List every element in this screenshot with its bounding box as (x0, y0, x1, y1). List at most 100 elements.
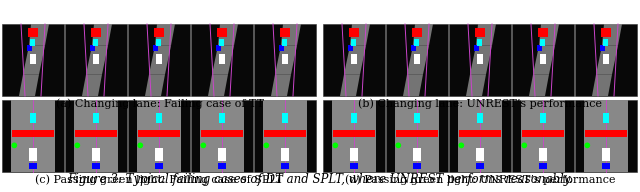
Bar (65, 24, 127, 96)
Bar (29, 163, 37, 169)
Bar (460, 132, 500, 137)
Bar (413, 148, 421, 161)
Bar (522, 130, 564, 135)
Bar (601, 28, 611, 37)
Circle shape (458, 142, 464, 148)
Bar (411, 45, 416, 51)
Polygon shape (275, 46, 297, 74)
Polygon shape (281, 24, 301, 46)
Circle shape (74, 142, 80, 148)
Bar (138, 132, 180, 137)
Bar (458, 100, 502, 172)
Circle shape (396, 142, 401, 148)
Polygon shape (344, 46, 366, 74)
Bar (537, 45, 542, 51)
Bar (396, 132, 438, 137)
Bar (202, 132, 243, 137)
Polygon shape (470, 46, 492, 74)
Bar (575, 24, 637, 96)
Bar (12, 132, 54, 137)
Circle shape (264, 142, 269, 148)
Bar (477, 54, 483, 64)
Bar (477, 39, 482, 46)
Polygon shape (218, 24, 238, 46)
Bar (350, 163, 358, 169)
Polygon shape (466, 74, 486, 96)
Bar (28, 28, 38, 37)
Bar (200, 100, 244, 172)
Circle shape (584, 142, 590, 148)
Bar (280, 28, 290, 37)
Bar (386, 100, 448, 172)
Bar (218, 148, 226, 161)
Bar (414, 113, 420, 123)
Polygon shape (413, 24, 433, 46)
Bar (65, 100, 127, 172)
Bar (586, 130, 627, 135)
Bar (477, 113, 483, 123)
Polygon shape (529, 74, 549, 96)
Bar (218, 163, 226, 169)
Bar (264, 132, 306, 137)
Bar (323, 100, 385, 172)
Bar (128, 100, 190, 172)
Bar (603, 54, 609, 64)
Bar (540, 54, 546, 64)
Text: (c) Passing green light: Failing case of SPLT: (c) Passing green light: Failing case of… (35, 174, 284, 185)
Bar (30, 39, 35, 46)
Bar (90, 45, 95, 51)
Bar (216, 45, 221, 51)
Text: (a) Changing lane: Failing case of TT: (a) Changing lane: Failing case of TT (56, 98, 264, 108)
Bar (414, 39, 419, 46)
Bar (282, 39, 287, 46)
Polygon shape (403, 74, 423, 96)
Bar (74, 100, 118, 172)
Bar (30, 54, 36, 64)
Bar (30, 113, 36, 123)
Bar (474, 45, 479, 51)
Bar (586, 132, 627, 137)
Bar (539, 163, 547, 169)
Bar (412, 28, 422, 37)
Polygon shape (602, 24, 622, 46)
Bar (602, 163, 610, 169)
Bar (512, 100, 574, 172)
Bar (279, 45, 284, 51)
Text: (d) Passing green light: UNREST’s performance: (d) Passing green light: UNREST’s perfor… (345, 174, 616, 185)
Circle shape (522, 142, 527, 148)
Bar (156, 39, 161, 46)
Bar (12, 100, 54, 172)
Bar (539, 148, 547, 161)
Bar (93, 113, 99, 123)
Bar (264, 130, 306, 135)
Bar (191, 24, 253, 96)
Bar (156, 54, 162, 64)
Bar (602, 148, 610, 161)
Bar (2, 24, 64, 96)
Polygon shape (23, 46, 45, 74)
Bar (76, 130, 116, 135)
Bar (219, 39, 224, 46)
Polygon shape (592, 74, 612, 96)
Bar (93, 54, 99, 64)
Bar (155, 148, 163, 161)
Bar (449, 100, 511, 172)
Circle shape (200, 142, 206, 148)
Bar (219, 113, 225, 123)
Bar (282, 54, 288, 64)
Bar (460, 130, 500, 135)
Polygon shape (340, 74, 360, 96)
Bar (154, 28, 164, 37)
Bar (396, 100, 438, 172)
Bar (396, 130, 438, 135)
Bar (332, 100, 376, 172)
Bar (323, 24, 385, 96)
Bar (351, 113, 357, 123)
Bar (281, 163, 289, 169)
Polygon shape (350, 24, 370, 46)
Polygon shape (596, 46, 618, 74)
Bar (263, 100, 307, 172)
Bar (512, 24, 574, 96)
Bar (348, 45, 353, 51)
Bar (254, 100, 316, 172)
